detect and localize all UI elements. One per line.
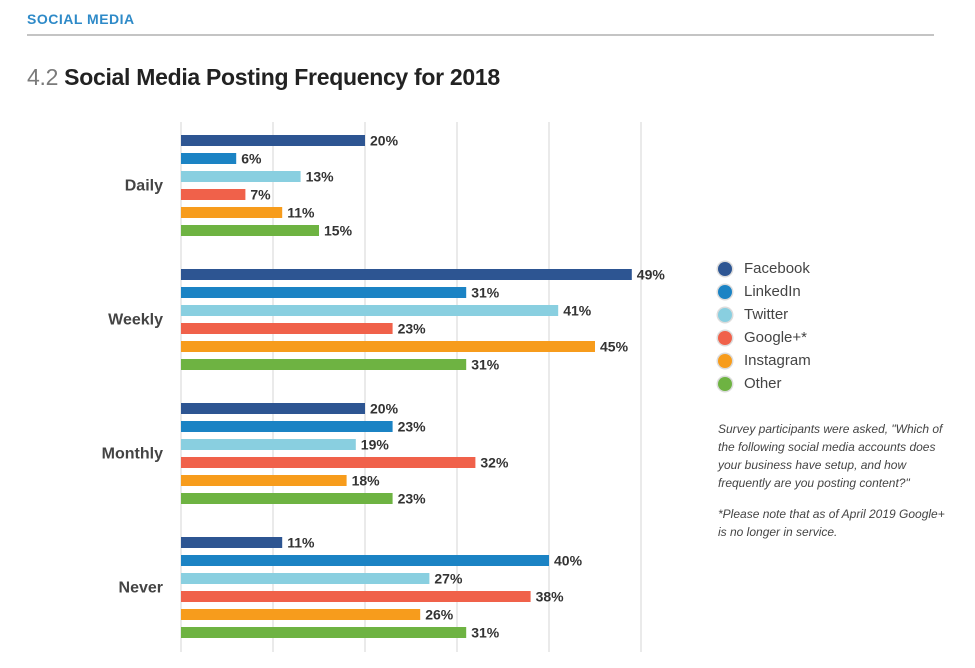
legend-item-google: Google+* (718, 326, 811, 349)
legend-swatch-icon (718, 376, 732, 391)
data-label: 19% (361, 437, 390, 453)
bar-never-facebook (181, 537, 283, 548)
data-label: 15% (324, 223, 353, 239)
header-divider (27, 34, 934, 36)
legend-item-instagram: Instagram (718, 349, 811, 372)
legend-label: Other (744, 375, 782, 392)
data-label: 7% (250, 187, 271, 203)
legend-swatch-icon (718, 307, 732, 322)
bar-monthly-twitter (181, 439, 356, 450)
bar-monthly-instagram (181, 475, 347, 486)
data-label: 11% (287, 205, 315, 221)
legend-label: Facebook (744, 260, 810, 277)
bar-weekly-twitter (181, 305, 559, 316)
data-label: 31% (471, 625, 500, 641)
bar-weekly-instagram (181, 341, 595, 352)
section-label: SOCIAL MEDIA (27, 11, 135, 27)
bar-weekly-facebook (181, 269, 632, 280)
data-label: 20% (370, 133, 399, 149)
data-label: 23% (398, 419, 427, 435)
bar-monthly-facebook (181, 403, 365, 414)
bar-never-twitter (181, 573, 430, 584)
bar-weekly-other (181, 359, 467, 370)
chart-title-text: Social Media Posting Frequency for 2018 (64, 64, 500, 90)
bar-daily-instagram (181, 207, 283, 218)
data-label: 23% (398, 491, 427, 507)
legend-swatch-icon (718, 261, 732, 276)
legend-swatch-icon (718, 284, 732, 299)
data-label: 26% (425, 607, 454, 623)
survey-question-note: Survey participants were asked, "Which o… (718, 422, 943, 490)
legend-label: Google+* (744, 329, 807, 346)
category-label-never: Never (119, 580, 163, 597)
legend-label: LinkedIn (744, 283, 801, 300)
bar-monthly-google (181, 457, 476, 468)
data-label: 40% (554, 553, 583, 569)
bar-daily-twitter (181, 171, 301, 182)
data-label: 41% (563, 303, 592, 319)
bar-weekly-linkedin (181, 287, 467, 298)
bar-daily-facebook (181, 135, 365, 146)
legend-label: Twitter (744, 306, 789, 323)
bar-never-linkedin (181, 555, 549, 566)
googleplus-footnote: *Please note that as of April 2019 Googl… (718, 507, 945, 539)
bar-never-instagram (181, 609, 421, 620)
bar-daily-google (181, 189, 246, 200)
bar-never-other (181, 627, 467, 638)
data-label: 13% (306, 169, 335, 185)
data-label: 49% (637, 267, 666, 283)
category-label-monthly: Monthly (102, 446, 163, 463)
data-label: 45% (600, 339, 629, 355)
legend-item-twitter: Twitter (718, 303, 811, 326)
legend-swatch-icon (718, 353, 732, 368)
data-label: 18% (352, 473, 381, 489)
data-label: 20% (370, 401, 399, 417)
data-label: 27% (434, 571, 463, 587)
data-label: 23% (398, 321, 427, 337)
bar-daily-linkedin (181, 153, 237, 164)
data-label: 11% (287, 535, 315, 551)
legend-item-facebook: Facebook (718, 257, 811, 280)
bar-monthly-linkedin (181, 421, 393, 432)
data-label: 31% (471, 357, 500, 373)
chart-legend: Facebook LinkedIn Twitter Google+* Instagram… (718, 257, 811, 395)
chart-title: 4.2 Social Media Posting Frequency for 2… (27, 64, 500, 91)
data-label: 38% (536, 589, 565, 605)
bar-daily-other (181, 225, 319, 236)
category-label-weekly: Weekly (108, 312, 163, 329)
category-label-daily: Daily (125, 178, 163, 195)
data-label: 31% (471, 285, 500, 301)
bar-monthly-other (181, 493, 393, 504)
legend-item-other: Other (718, 372, 811, 395)
legend-swatch-icon (718, 330, 732, 345)
bar-weekly-google (181, 323, 393, 334)
data-label: 6% (241, 151, 262, 167)
bar-never-google (181, 591, 531, 602)
chart-title-number: 4.2 (27, 64, 59, 90)
legend-item-linkedin: LinkedIn (718, 280, 811, 303)
legend-label: Instagram (744, 352, 811, 369)
data-label: 32% (480, 455, 509, 471)
